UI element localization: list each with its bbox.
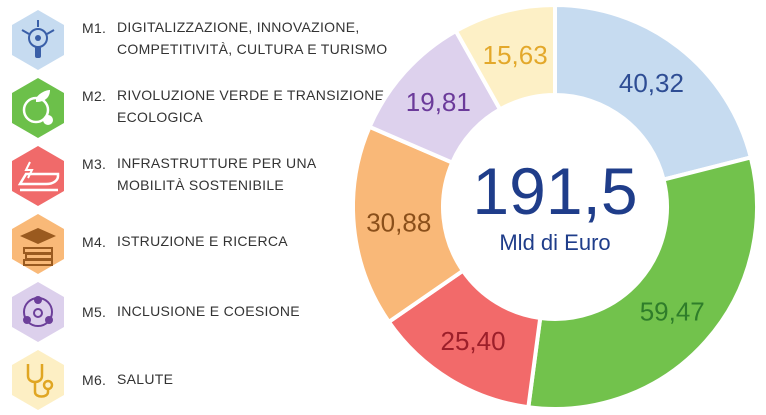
legend-label-line: INCLUSIONE E COESIONE <box>117 303 300 319</box>
slice-label-m1: 40,32 <box>619 68 684 98</box>
legend-item-m5: M5. INCLUSIONE E COESIONE <box>0 278 400 346</box>
green-globe-icon <box>6 76 70 140</box>
legend-label-line: DIGITALIZZAZIONE, INNOVAZIONE, <box>117 19 360 35</box>
legend-label-line: ISTRUZIONE E RICERCA <box>117 233 288 249</box>
people-circle-icon <box>6 280 70 344</box>
stethoscope-icon <box>6 348 70 412</box>
legend: M1. DIGITALIZZAZIONE, INNOVAZIONE, COMPE… <box>0 6 400 414</box>
legend-label-line: SALUTE <box>117 371 174 387</box>
donut-slice-m4 <box>355 124 466 325</box>
donut-svg: 40,32 59,47 25,40 30,88 19,81 15,63 <box>355 2 759 411</box>
legend-label: INFRASTRUTTURE PER UNA MOBILITÀ SOSTENIB… <box>117 152 397 196</box>
legend-label: INCLUSIONE E COESIONE <box>117 300 397 322</box>
graduation-cap-icon <box>6 212 70 276</box>
legend-label-line: COMPETITIVITÀ, CULTURA E TURISMO <box>117 41 388 57</box>
legend-label-line: RIVOLUZIONE VERDE E TRANSIZIONE <box>117 87 385 103</box>
legend-item-m1: M1. DIGITALIZZAZIONE, INNOVAZIONE, COMPE… <box>0 6 400 74</box>
legend-item-m3: M3. INFRASTRUTTURE PER UNA MOBILITÀ SOST… <box>0 142 400 210</box>
legend-label: RIVOLUZIONE VERDE E TRANSIZIONE ECOLOGIC… <box>117 84 397 128</box>
slice-label-m4: 30,88 <box>366 207 431 237</box>
legend-label-line: MOBILITÀ SOSTENIBILE <box>117 177 285 193</box>
legend-label: ISTRUZIONE E RICERCA <box>117 230 397 252</box>
slice-label-m5: 19,81 <box>406 87 471 117</box>
train-icon <box>6 144 70 208</box>
legend-label: SALUTE <box>117 368 397 390</box>
total-unit: Mld di Euro <box>499 230 611 255</box>
slice-label-m3: 25,40 <box>441 326 506 356</box>
legend-item-m6: M6. SALUTE <box>0 346 400 414</box>
legend-label-line: ECOLOGICA <box>117 109 203 125</box>
donut-slice-m1 <box>553 2 754 182</box>
donut-slice-m2 <box>526 154 759 411</box>
slice-label-m6: 15,63 <box>483 40 548 70</box>
legend-code: M2. <box>82 88 107 104</box>
donut-chart: 40,32 59,47 25,40 30,88 19,81 15,63 191,5 Mld… <box>355 0 766 415</box>
legend-item-m4: M4. ISTRUZIONE E RICERCA <box>0 210 400 278</box>
legend-code: M1. <box>82 20 107 36</box>
legend-item-m2: M2. RIVOLUZIONE VERDE E TRANSIZIONE ECOL… <box>0 74 400 142</box>
legend-label: DIGITALIZZAZIONE, INNOVAZIONE, COMPETITI… <box>117 16 397 60</box>
slice-label-m2: 59,47 <box>640 296 705 326</box>
legend-code: M4. <box>82 234 107 250</box>
legend-code: M5. <box>82 304 107 320</box>
total-value: 191,5 <box>472 154 638 228</box>
legend-label-line: INFRASTRUTTURE PER UNA <box>117 155 317 171</box>
legend-code: M6. <box>82 372 107 388</box>
donut-slice-m6 <box>453 2 557 113</box>
legend-code: M3. <box>82 156 107 172</box>
digital-touch-icon <box>6 8 70 72</box>
